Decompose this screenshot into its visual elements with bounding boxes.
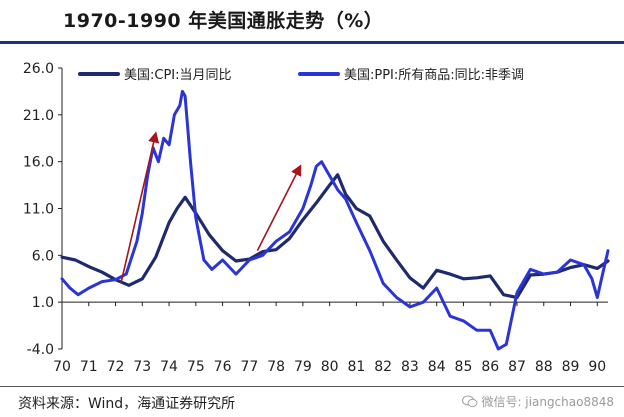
x-tick-label: 80: [321, 359, 339, 375]
chart-title: 1970-1990 年美国通胀走势（%）: [63, 10, 384, 32]
x-tick-label: 75: [187, 359, 205, 375]
chart-annotations: [120, 131, 302, 284]
source-note: 资料来源：Wind，海通证券研究所: [18, 396, 236, 412]
y-tick-label: 1.0: [32, 295, 54, 311]
legend-cpi-label: 美国:CPI:当月同比: [124, 68, 232, 83]
x-tick-label: 82: [374, 359, 392, 375]
chart-series-lines: [60, 89, 610, 351]
x-tick-label: 76: [214, 359, 232, 375]
x-tick-label: 89: [562, 359, 580, 375]
x-tick-label: 86: [481, 359, 499, 375]
x-tick-label: 70: [53, 359, 71, 375]
inflation-line-chart: 26.0 21.0 16.0 11.0 6.0 1.0 -4.070 71 72 73 74 75 76…: [23, 61, 610, 375]
x-tick-label: 79: [294, 359, 312, 375]
x-tick-label: 74: [160, 359, 178, 375]
x-tick-label: 73: [133, 359, 151, 375]
x-tick-label: 81: [347, 359, 365, 375]
title-divider: [0, 41, 624, 44]
ppi-series-line: [60, 89, 610, 351]
wechat-watermark: 微信号: jiangchao8848: [462, 393, 614, 410]
legend-ppi-label: 美国:PPI:所有商品:同比:非季调: [344, 68, 524, 83]
y-tick-label: 21.0: [23, 108, 54, 124]
x-tick-label: 88: [535, 359, 553, 375]
wechat-icon: [462, 395, 478, 408]
chart-legend: 美国:CPI:当月同比 美国:PPI:所有商品:同比:非季调: [78, 68, 524, 83]
y-tick-label: 11.0: [23, 202, 54, 218]
y-tick-label: 6.0: [32, 248, 54, 264]
x-tick-label: 71: [80, 359, 98, 375]
x-tick-label: 84: [428, 359, 446, 375]
x-tick-label: 77: [240, 359, 258, 375]
x-tick-label: 87: [508, 359, 526, 375]
footer-divider: [0, 386, 624, 387]
x-tick-label: 72: [107, 359, 125, 375]
trend-arrow-2: [256, 164, 302, 252]
x-tick-label: 78: [267, 359, 285, 375]
y-tick-label: 26.0: [23, 61, 54, 77]
x-tick-label: 83: [401, 359, 419, 375]
watermark-text: 微信号: jiangchao8848: [481, 395, 614, 409]
trend-arrow-1: [120, 131, 160, 284]
y-tick-label: -4.0: [27, 342, 54, 358]
x-tick-label: 85: [455, 359, 473, 375]
y-tick-label: 16.0: [23, 155, 54, 171]
chart-axes: 26.0 21.0 16.0 11.0 6.0 1.0 -4.070 71 72 73 74 75 76…: [23, 61, 608, 375]
x-tick-label: 90: [588, 359, 606, 375]
